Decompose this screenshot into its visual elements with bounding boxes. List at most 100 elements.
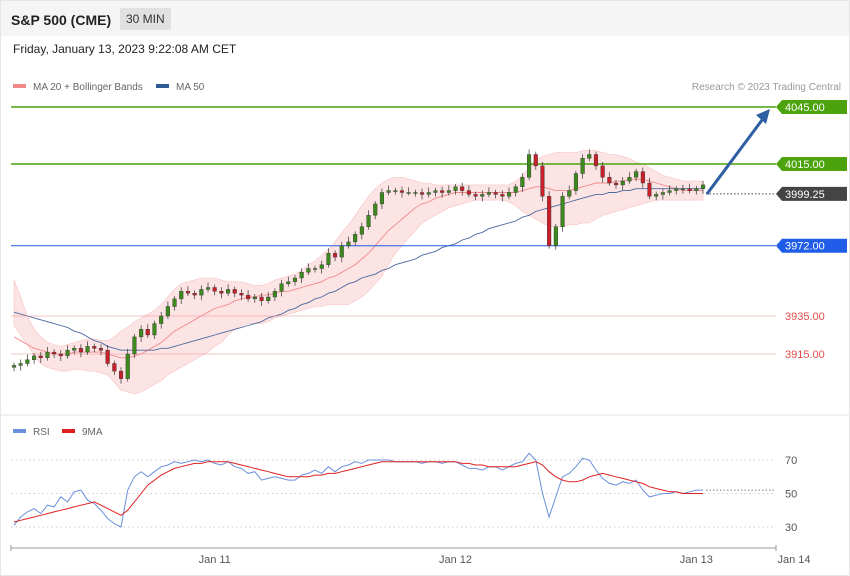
candle-body [179, 291, 184, 300]
candle-body [567, 190, 572, 197]
candle-body [225, 289, 231, 294]
candle-body [620, 180, 625, 186]
candle-body [72, 348, 77, 351]
candle-body [654, 194, 659, 197]
candle-body [272, 291, 277, 298]
x-tick-label: Jan 12 [439, 554, 472, 566]
candle [520, 173, 525, 192]
candle [259, 293, 264, 306]
candle [507, 187, 512, 200]
candle [65, 345, 70, 359]
level-tag [776, 186, 847, 201]
candle [533, 151, 538, 170]
candle-body [199, 289, 204, 296]
candle [252, 294, 257, 303]
candle [333, 250, 338, 262]
candle-body [500, 194, 505, 197]
candle-body [279, 283, 284, 292]
candle-body [132, 336, 137, 355]
candle [25, 354, 30, 367]
candle-body [687, 188, 692, 191]
candle [687, 183, 692, 194]
candle [339, 241, 344, 263]
candle [393, 187, 398, 195]
candle-body [607, 177, 612, 184]
candle [266, 291, 271, 304]
candle [694, 185, 699, 195]
legend-label: MA 20 + Bollinger Bands [33, 82, 143, 93]
candle [413, 189, 418, 197]
candle-body [266, 296, 271, 301]
candle-body [433, 190, 438, 193]
candle-body [473, 194, 478, 197]
rsi-line [13, 452, 703, 528]
rsi-level-label: 50 [785, 489, 797, 501]
candle [440, 186, 445, 198]
timeframe-badge[interactable]: 30 MIN [120, 8, 171, 30]
candle-body [440, 190, 445, 193]
candle-body [460, 186, 465, 191]
candle-body [373, 203, 378, 216]
candle-body [159, 315, 164, 324]
candle-body [92, 346, 97, 349]
candle-body [580, 158, 585, 174]
candle [98, 344, 103, 356]
rsi-level-label: 70 [785, 455, 797, 467]
candle-body [553, 226, 558, 246]
candle [185, 286, 191, 297]
candle-body [78, 348, 83, 353]
candle-body [513, 186, 518, 193]
copyright: Research © 2023 Trading Central [692, 82, 841, 93]
candle-body [466, 190, 471, 195]
candle-body [527, 154, 532, 178]
candle-body [205, 287, 211, 290]
legend-swatch [156, 84, 169, 88]
candle [386, 185, 391, 196]
candle-body [65, 350, 70, 357]
level-tag [776, 100, 847, 114]
candle-body [694, 188, 699, 191]
candle-body [540, 165, 545, 197]
candle [346, 236, 351, 249]
candle [640, 167, 645, 189]
candle-body [453, 186, 458, 191]
candle [379, 188, 385, 209]
candle [460, 182, 465, 196]
level-label: 4015.00 [785, 159, 825, 171]
candle [573, 170, 578, 195]
legend-label: MA 50 [176, 82, 205, 93]
candle-body [105, 350, 110, 364]
candle-body [667, 190, 672, 193]
timestamp: Friday, January 13, 2023 9:22:08 AM CET [13, 42, 237, 56]
candle-body [333, 253, 338, 258]
candle-body [98, 348, 103, 351]
candle [58, 350, 63, 361]
candle [647, 177, 652, 200]
candle-body [426, 192, 431, 195]
level-label: 3935.00 [785, 311, 825, 323]
candle [165, 301, 170, 319]
candle-body [614, 182, 619, 186]
candle [18, 359, 23, 371]
candle [192, 290, 197, 300]
candle [239, 289, 244, 301]
candle-body [11, 365, 17, 368]
candle-body [246, 294, 251, 300]
candle [219, 287, 224, 299]
candle [112, 360, 117, 376]
candle [607, 172, 612, 186]
candle-body [139, 329, 144, 338]
candle [118, 367, 124, 384]
candle [225, 284, 231, 297]
candle [660, 188, 665, 200]
candle-body [185, 291, 191, 294]
candle-body [232, 289, 237, 294]
candle [246, 290, 251, 302]
candle [78, 344, 83, 358]
candle [553, 223, 558, 250]
candle-body [520, 177, 525, 188]
candle-body [386, 190, 391, 193]
x-tick-label: Jan 13 [680, 554, 713, 566]
candle [674, 185, 679, 195]
